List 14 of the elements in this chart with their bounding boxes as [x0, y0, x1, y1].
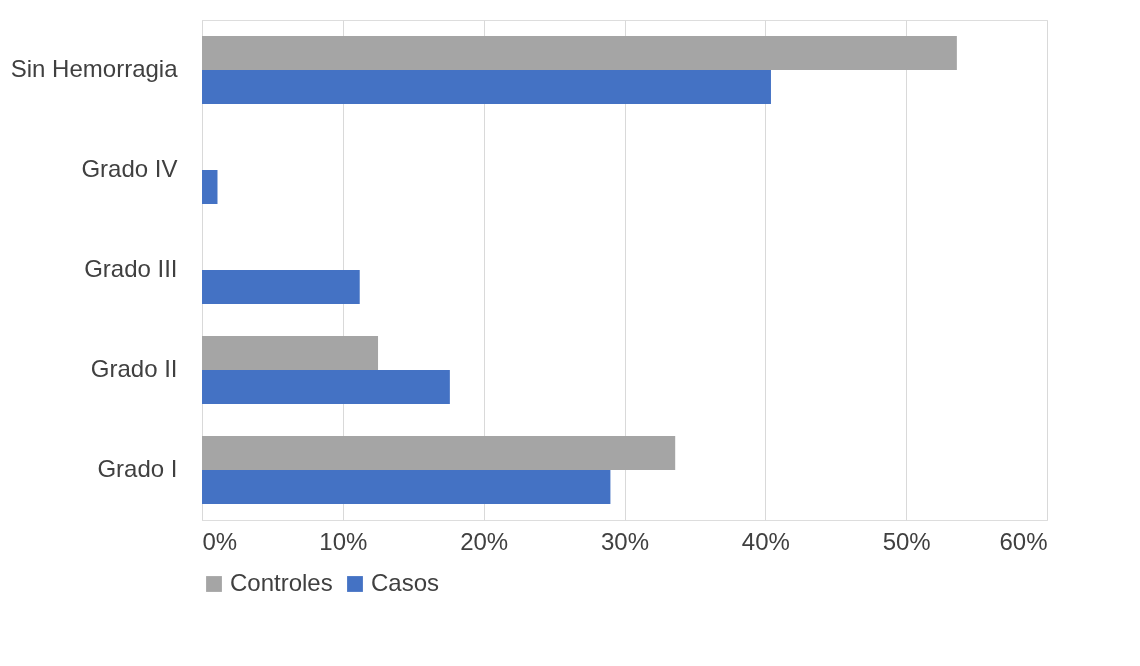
y-tick-label: Grado IV: [81, 155, 178, 182]
x-tick-label: 60%: [999, 527, 1048, 555]
x-tick-label: 50%: [882, 527, 931, 555]
y-tick-label: Grado II: [90, 355, 178, 382]
y-tick-label: Grado III: [84, 255, 178, 282]
y-tick-label: Grado I: [97, 455, 178, 482]
x-tick-label: 30%: [600, 527, 650, 555]
legend-label: Casos: [371, 569, 440, 596]
y-tick-label: Sin Hemorragia: [10, 55, 179, 82]
x-tick-label: 10%: [319, 527, 368, 555]
legend-label: Controles: [230, 569, 333, 596]
x-tick-label: 40%: [741, 527, 790, 555]
x-tick-label: 0%: [202, 527, 238, 555]
x-tick-label: 20%: [460, 527, 509, 555]
